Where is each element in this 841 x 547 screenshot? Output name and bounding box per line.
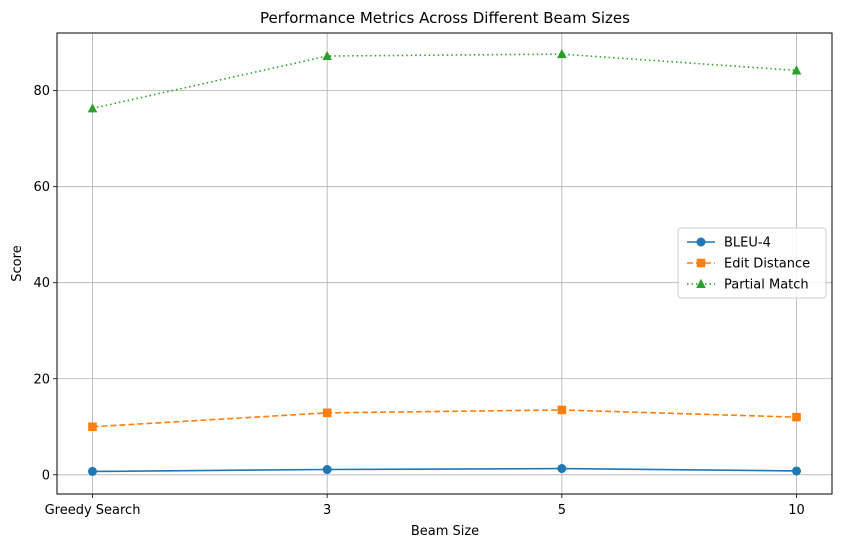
- data-point: [557, 464, 567, 474]
- series-line: [92, 409, 797, 428]
- legend: BLEU-4 Edit Distance Partial Match: [677, 227, 827, 299]
- data-point: [322, 465, 332, 475]
- x-tick-label: Greedy Search: [45, 503, 141, 518]
- x-axis-label: Beam Size: [411, 524, 479, 539]
- series-bleu-4: [88, 464, 801, 476]
- legend-label: BLEU-4: [724, 236, 771, 251]
- data-point: [322, 408, 332, 418]
- axes: Greedy Search 3 5 10 0 20 40 60 80: [33, 84, 804, 518]
- legend-label: Edit Distance: [724, 257, 810, 272]
- series-partial-match: [87, 48, 802, 113]
- y-tick-label: 40: [33, 276, 50, 291]
- x-tick-label: 5: [558, 503, 566, 518]
- data-point: [791, 65, 802, 75]
- series-edit-distance: [88, 405, 801, 432]
- data-point: [792, 412, 801, 422]
- y-axis-label: Score: [10, 245, 25, 281]
- data-point: [322, 50, 332, 61]
- legend-marker: [696, 258, 706, 268]
- legend-label: Partial Match: [724, 278, 809, 293]
- x-tick-label: 10: [788, 503, 805, 518]
- data-point: [88, 422, 97, 432]
- plot-frame: [56, 32, 833, 495]
- legend-entry: BLEU-4: [687, 236, 771, 251]
- legend-entry: Partial Match: [687, 278, 809, 293]
- legend-box: [677, 227, 827, 299]
- x-tick-label: 3: [323, 503, 331, 518]
- series-line: [92, 467, 797, 473]
- legend-marker: [696, 278, 706, 288]
- data-point: [557, 48, 567, 59]
- series-layer: [87, 48, 802, 476]
- data-point: [87, 103, 98, 113]
- legend-entry: Edit Distance: [687, 257, 810, 272]
- y-tick-label: 80: [33, 84, 50, 99]
- data-point: [557, 405, 567, 415]
- data-point: [88, 466, 97, 476]
- legend-marker: [696, 237, 706, 247]
- data-point: [792, 466, 801, 476]
- y-tick-label: 60: [33, 180, 50, 195]
- y-tick-label: 20: [33, 372, 50, 387]
- y-tick-label: 0: [42, 468, 50, 483]
- chart-title: Performance Metrics Across Different Bea…: [260, 9, 630, 27]
